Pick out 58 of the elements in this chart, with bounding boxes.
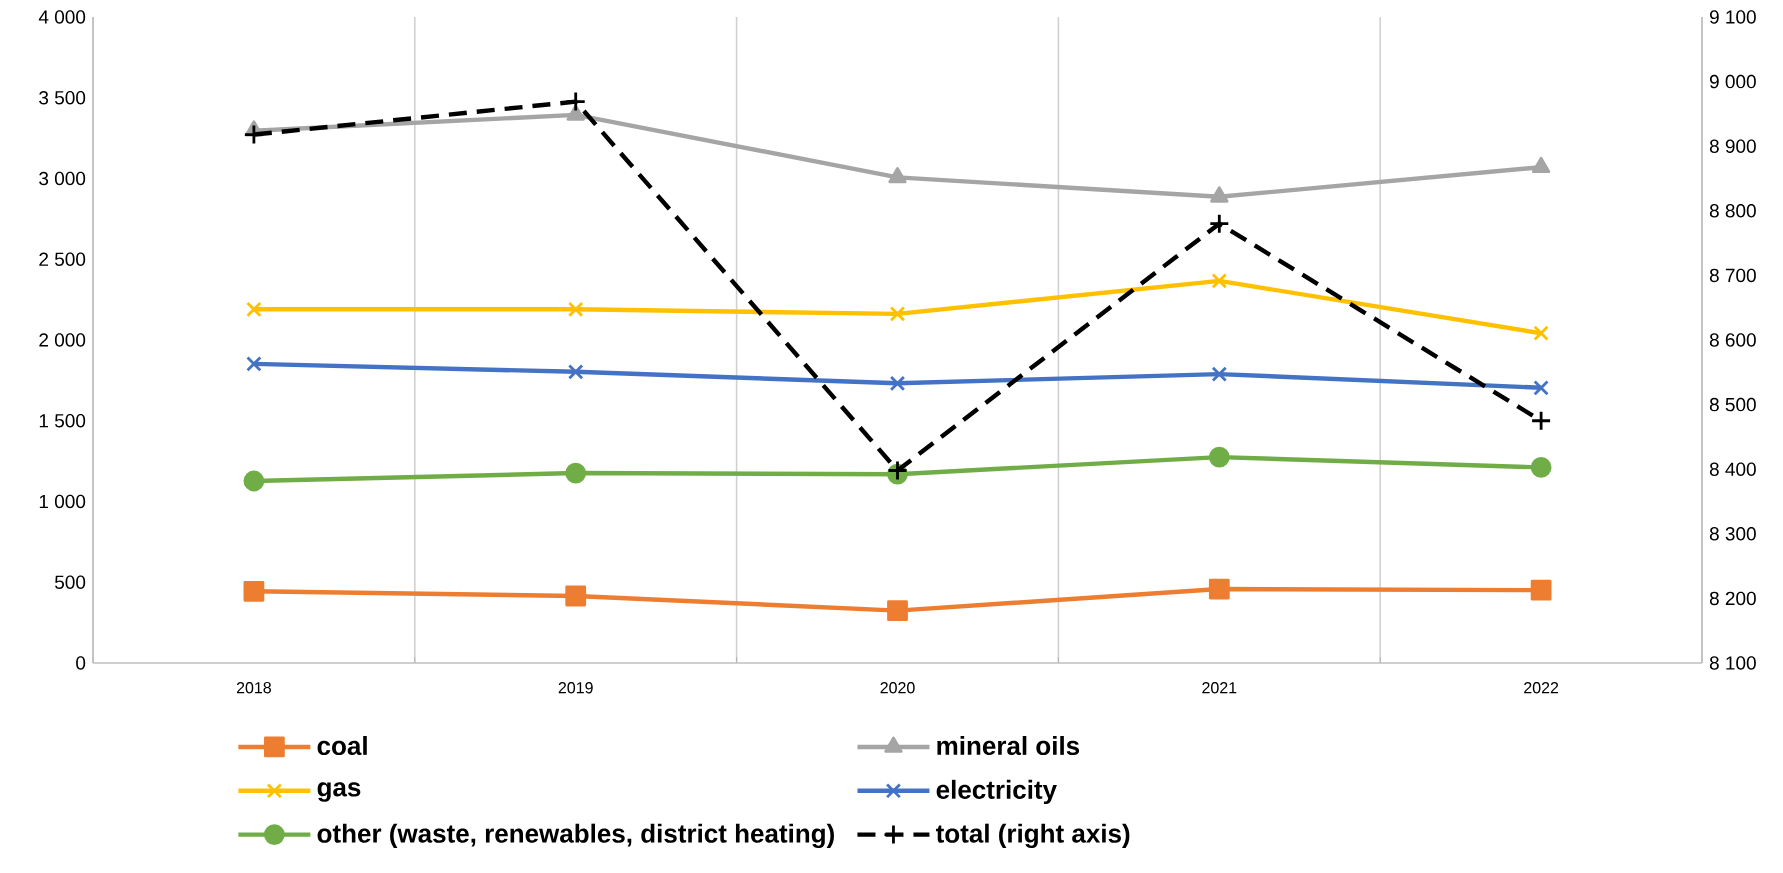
x-tick-label: 2021 <box>1202 682 1237 694</box>
y-tick-label: 1 000 <box>39 494 86 509</box>
y2-tick-label: 8 600 <box>1709 333 1756 347</box>
y-tick-label: 2 500 <box>39 252 86 266</box>
y-tick-label: 3 500 <box>39 91 86 105</box>
point <box>1211 366 1228 382</box>
point <box>565 91 587 113</box>
point <box>243 580 265 602</box>
legend-label: gas <box>317 782 361 802</box>
y2-tick-label: 8 500 <box>1709 397 1756 412</box>
point <box>246 301 262 318</box>
y-tick-label: 2 000 <box>39 333 86 347</box>
y2-tick-label: 9 100 <box>1709 10 1756 24</box>
point <box>1208 213 1230 235</box>
x-tick-label: 2018 <box>236 682 271 694</box>
legend-label: other (waste, renewables, district heating) <box>317 823 834 849</box>
point <box>889 306 906 322</box>
legend-label: coal <box>317 736 367 756</box>
point <box>567 364 584 380</box>
x-tick-label: 2019 <box>558 682 593 694</box>
y2-tick-label: 8 700 <box>1709 268 1756 283</box>
legend-label: mineral oils <box>937 736 1080 756</box>
point <box>567 301 584 318</box>
y2-tick-label: 8 100 <box>1709 656 1756 670</box>
y2-tick-label: 8 900 <box>1709 139 1756 153</box>
point <box>1211 273 1228 289</box>
legend-label: electricity <box>936 779 1057 805</box>
point <box>889 375 906 392</box>
point <box>1530 579 1552 601</box>
y2-tick-label: 8 800 <box>1709 204 1756 218</box>
point <box>1208 446 1230 468</box>
legend-label: total (right axis) <box>935 823 1130 849</box>
point <box>565 585 587 607</box>
y2-tick-label: 8 400 <box>1709 462 1756 476</box>
y-tick-label: 0 <box>76 656 86 670</box>
y-tick-label: 4 000 <box>38 10 86 24</box>
point <box>246 356 262 372</box>
y-tick-label: 3 000 <box>39 171 86 186</box>
x-tick-label: 2022 <box>1524 682 1559 694</box>
y-tick-label: 1 500 <box>39 414 86 428</box>
point <box>243 124 265 145</box>
y2-tick-label: 8 300 <box>1709 527 1756 541</box>
point <box>1530 410 1552 432</box>
point <box>1533 380 1549 396</box>
point <box>565 462 587 484</box>
y2-tick-label: 8 200 <box>1709 591 1756 606</box>
point <box>1530 457 1552 478</box>
point <box>243 470 265 492</box>
y-tick-label: 500 <box>54 575 86 589</box>
point <box>1210 186 1229 203</box>
point <box>566 104 585 121</box>
point <box>888 166 907 184</box>
y2-tick-label: 9 000 <box>1709 74 1756 89</box>
point <box>887 600 908 622</box>
point <box>1208 578 1230 600</box>
point <box>1531 156 1551 174</box>
x-tick-label: 2020 <box>880 682 915 694</box>
point <box>1533 325 1549 341</box>
